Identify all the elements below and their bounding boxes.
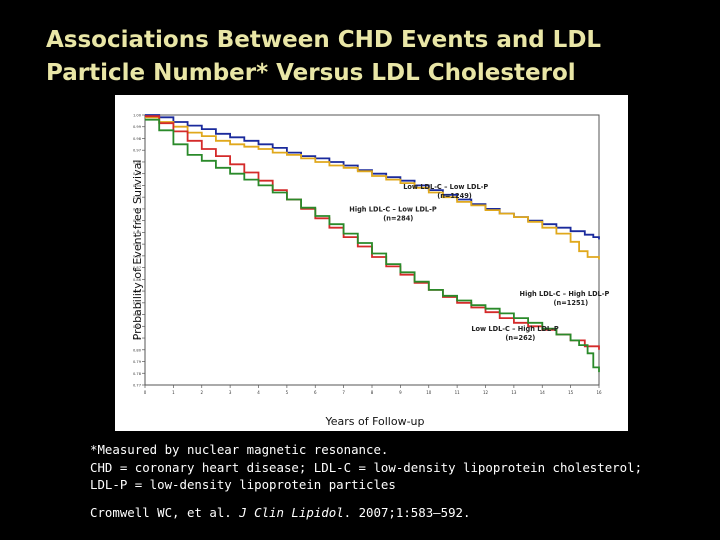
x-tick-label: 6 bbox=[314, 390, 317, 395]
y-tick-label: 0.91 bbox=[133, 219, 141, 223]
y-tick-label: 0.84 bbox=[133, 301, 142, 305]
y-tick-label: 0.93 bbox=[133, 196, 141, 200]
series-label-low-high: Low LDL-C – High LDL-P bbox=[471, 325, 559, 333]
series-n-label-low-low: (n=1249) bbox=[437, 192, 472, 200]
x-tick-label: 2 bbox=[200, 390, 203, 395]
series-line-high-high bbox=[145, 115, 600, 350]
footnote-ldlp-definition: LDL-P = low-density lipoprotein particle… bbox=[90, 477, 396, 492]
x-tick-label: 5 bbox=[286, 390, 289, 395]
series-n-label-high-high: (n=1251) bbox=[554, 299, 589, 307]
x-tick-label: 4 bbox=[257, 390, 260, 395]
y-tick-label: 0.98 bbox=[133, 137, 142, 141]
x-tick-label: 15 bbox=[568, 390, 574, 395]
y-axis-label: Probability of Event-free Survival bbox=[131, 160, 144, 341]
series-label-high-high: High LDL-C – High LDL-P bbox=[520, 290, 610, 298]
footnote-nmr: *Measured by nuclear magnetic resonance. bbox=[90, 442, 389, 457]
y-tick-label: 0.88 bbox=[133, 254, 142, 258]
y-tick-label: 0.99 bbox=[133, 125, 142, 129]
series-line-high-low bbox=[145, 116, 600, 260]
slide-title-line-1: Associations Between CHD Events and LDL bbox=[46, 27, 602, 53]
x-tick-label: 1 bbox=[172, 390, 175, 395]
x-tick-label: 3 bbox=[229, 390, 232, 395]
y-tick-label: 0.92 bbox=[133, 207, 141, 211]
y-tick-label: 0.95 bbox=[133, 172, 141, 176]
y-tick-label: 1.00 bbox=[133, 114, 142, 118]
footnote-chd-definition: CHD = coronary heart disease; LDL-C = lo… bbox=[90, 459, 643, 475]
citation: Cromwell WC, et al. J Clin Lipidol. 2007… bbox=[90, 504, 710, 521]
x-tick-label: 8 bbox=[371, 390, 374, 395]
x-tick-label: 7 bbox=[342, 390, 345, 395]
x-tick-label: 9 bbox=[399, 390, 402, 395]
x-tick-label: 0 bbox=[144, 390, 147, 395]
survival-chart: 0.77 0.78 0.79 0.80 0.81 0.82 0.83 0.84 0.85 0.86… bbox=[115, 95, 628, 431]
x-axis-label: Years of Follow-up bbox=[324, 415, 424, 428]
y-tick-label: 0.81 bbox=[133, 337, 141, 341]
y-tick-label: 0.79 bbox=[133, 360, 142, 364]
x-tick-label: 10 bbox=[426, 390, 432, 395]
series-line-low-high bbox=[145, 118, 600, 373]
x-tick-label: 12 bbox=[483, 390, 489, 395]
citation-journal: J Clin Lipidol bbox=[239, 505, 344, 520]
slide-title-line-2: Particle Number* Versus LDL Cholesterol bbox=[46, 60, 576, 86]
y-tick-label: 0.85 bbox=[133, 290, 141, 294]
x-tick-label: 13 bbox=[511, 390, 517, 395]
y-tick-label: 0.86 bbox=[133, 278, 142, 282]
y-tick-label: 0.87 bbox=[133, 266, 141, 270]
series-label-high-low: High LDL-C – Low LDL-P bbox=[349, 205, 437, 213]
y-tick-label: 0.94 bbox=[133, 184, 142, 188]
y-tick-label: 0.96 bbox=[133, 160, 142, 164]
footnotes: *Measured by nuclear magnetic resonance.… bbox=[90, 441, 710, 494]
x-tick-label: 14 bbox=[540, 390, 546, 395]
x-tick-label: 11 bbox=[455, 390, 461, 395]
y-tick-label: 0.77 bbox=[133, 384, 141, 388]
y-tick-label: 0.97 bbox=[133, 149, 141, 153]
series-line-low-low bbox=[145, 114, 600, 240]
y-tick-label: 0.82 bbox=[133, 325, 141, 329]
y-tick-label: 0.90 bbox=[133, 231, 142, 235]
y-tick-label: 0.78 bbox=[133, 372, 142, 376]
series-n-label-high-low: (n=284) bbox=[383, 214, 413, 222]
series-n-label-low-high: (n=262) bbox=[505, 334, 535, 342]
y-tick-label: 0.89 bbox=[133, 243, 142, 247]
series-label-low-low: Low LDL-C – Low LDL-P bbox=[403, 183, 488, 191]
slide-title: Associations Between CHD Events and LDL … bbox=[46, 24, 706, 90]
survival-chart-svg: 0.77 0.78 0.79 0.80 0.81 0.82 0.83 0.84 0.85 0.86… bbox=[131, 114, 610, 429]
citation-details: . 2007;1:583–592. bbox=[343, 505, 471, 520]
citation-authors: Cromwell WC, et al. bbox=[90, 505, 232, 520]
y-tick-label: 0.80 bbox=[133, 348, 142, 352]
y-tick-label: 0.83 bbox=[133, 313, 141, 317]
x-tick-label: 16 bbox=[596, 390, 602, 395]
